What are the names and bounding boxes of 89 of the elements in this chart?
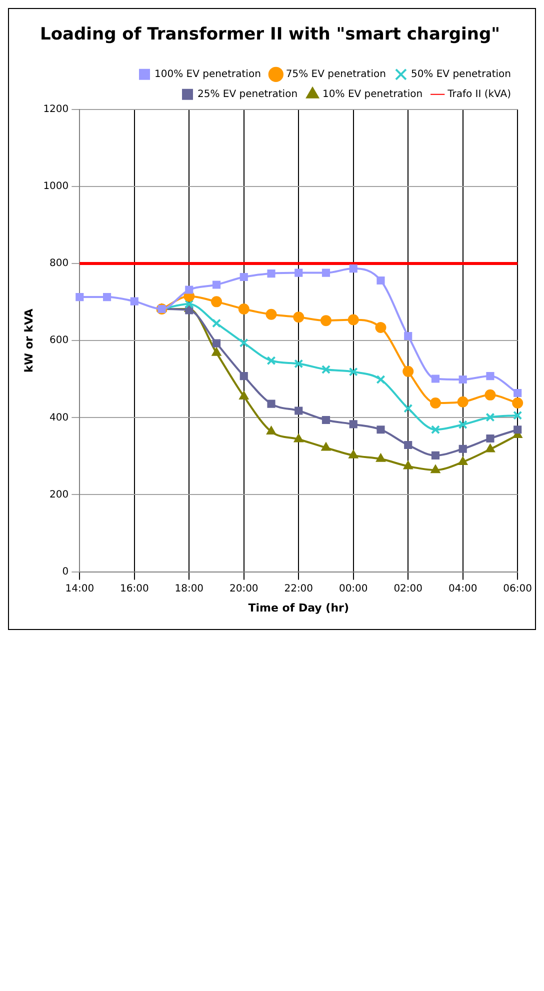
y-tick-label: 600 (50, 335, 69, 346)
point (294, 434, 304, 442)
y-tick-label: 200 (50, 489, 69, 500)
point (457, 396, 468, 408)
point (402, 366, 414, 377)
x-axis-title: Time of Day (hr) (248, 601, 349, 614)
point (486, 412, 495, 422)
point (348, 314, 359, 326)
point (76, 293, 84, 302)
point (239, 390, 249, 400)
point (376, 374, 386, 384)
point (403, 460, 413, 470)
legend-label: 50% EV penetration (410, 68, 512, 80)
legend-label: 25% EV penetration (197, 88, 298, 100)
point (430, 464, 440, 474)
point (211, 296, 222, 308)
point (321, 364, 331, 374)
point (349, 420, 358, 428)
y-tick-label: 800 (50, 258, 69, 270)
legend-label: 10% EV penetration (322, 88, 423, 100)
point (485, 444, 496, 452)
x-tick-label: 02:00 (394, 583, 423, 594)
y-tick-label: 1000 (43, 181, 69, 192)
point (293, 312, 304, 323)
point (512, 398, 524, 409)
x-tick-label: 20:00 (229, 583, 258, 594)
point (458, 444, 467, 453)
point (514, 388, 522, 398)
y-tick-label: 0 (62, 566, 69, 578)
point (239, 338, 248, 348)
x-tick-label: 16:00 (120, 583, 149, 594)
legend-label: Trafo II (kVA) (446, 88, 512, 100)
point (238, 304, 250, 315)
x-tick-label: 18:00 (174, 583, 204, 594)
point (430, 425, 440, 434)
point (212, 347, 222, 356)
point (404, 440, 412, 450)
x-tick-label: 00:00 (338, 583, 368, 594)
point (212, 339, 221, 348)
point (294, 359, 304, 368)
point (185, 286, 194, 294)
y-axis-title: kW or kVA (22, 308, 36, 372)
point (212, 280, 221, 289)
point (321, 442, 331, 451)
point (266, 426, 276, 435)
point (267, 400, 276, 408)
point (375, 322, 386, 333)
y-tick-label: 1200 (43, 104, 69, 115)
point (322, 416, 330, 424)
point (404, 332, 412, 340)
point (322, 268, 330, 277)
point (376, 276, 385, 285)
x-tick-label: 14:00 (65, 583, 94, 594)
point (294, 406, 303, 415)
point (514, 426, 522, 434)
legend-label: 100% EV penetration (154, 68, 261, 80)
point (348, 367, 358, 376)
point (486, 434, 494, 443)
x-tick-label: 06:00 (503, 583, 532, 594)
point (266, 308, 277, 320)
point (376, 453, 386, 462)
point (102, 293, 112, 302)
point (513, 410, 522, 420)
y-tick-label: 400 (50, 412, 69, 424)
point (294, 268, 303, 277)
point (486, 372, 494, 380)
point (430, 398, 441, 409)
point (458, 375, 467, 384)
point (184, 299, 194, 309)
chart-title: Loading of Transformer II with "smart charging" (40, 24, 500, 45)
point (431, 451, 440, 460)
point (348, 450, 358, 458)
point (212, 318, 222, 328)
point (320, 315, 332, 326)
x-tick-label: 04:00 (448, 583, 478, 594)
point (240, 272, 248, 282)
point (130, 297, 138, 306)
point (349, 264, 358, 273)
point (240, 372, 248, 380)
x-tick-label: 22:00 (284, 583, 314, 594)
point (431, 374, 440, 383)
point (458, 420, 468, 430)
point (267, 270, 276, 278)
point (376, 426, 385, 434)
point (458, 456, 468, 465)
point (484, 389, 496, 400)
point (404, 404, 413, 413)
point (266, 356, 276, 366)
legend-label: 75% EV penetration (286, 68, 386, 80)
